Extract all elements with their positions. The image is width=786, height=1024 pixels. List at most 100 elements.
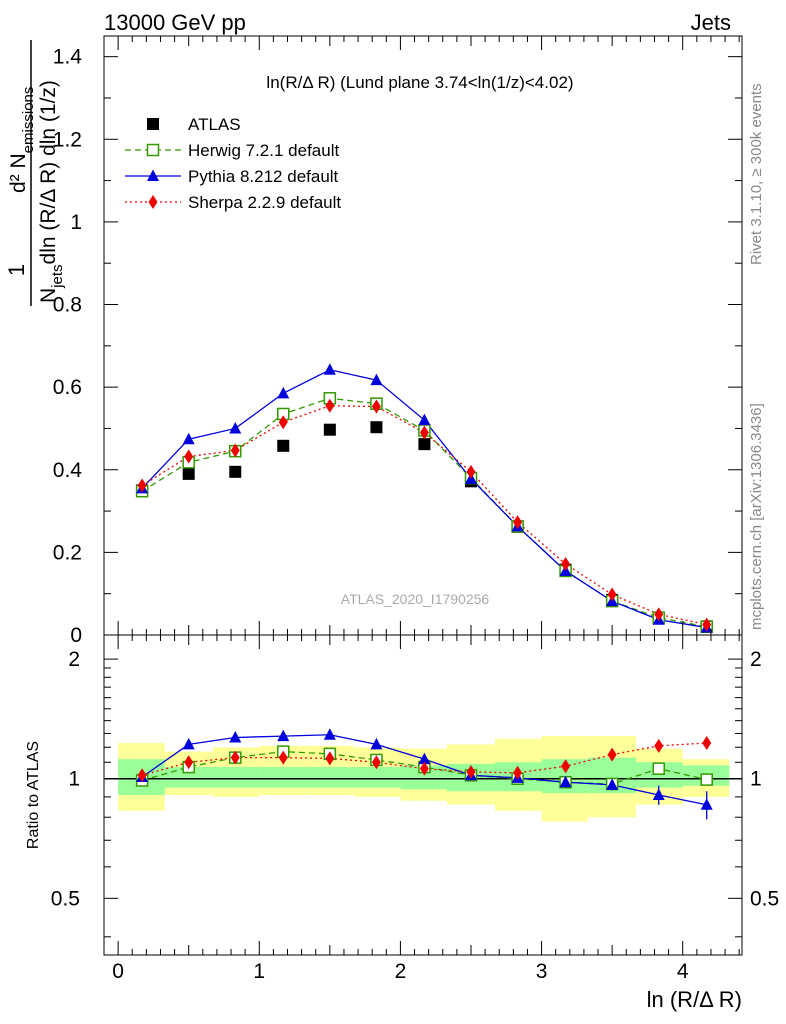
ratio-sherpa-point [513,765,523,780]
ratio-sherpa-point [654,738,664,753]
pythia-point [370,373,383,386]
main-panel: 0 0.2 0.4 0.6 0.8 1 1.2 1.4 ln(R/Δ R) (Lund pla… [4,35,743,647]
legend-marker-herwig [146,143,160,157]
band-stat-bin [353,767,401,788]
sherpa-point [654,607,664,622]
atlas-point [418,438,431,451]
rivet-version-label: Rivet 3.1.10, ≥ 300k events [748,83,765,265]
ratio-pythia-point [277,729,290,742]
band-stat-bin [259,767,306,788]
ratio-data-layer [135,728,713,820]
sherpa-point [137,478,147,493]
ratio-sherpa-point [325,751,335,766]
legend-label-sherpa: Sherpa 2.2.9 default [188,193,341,212]
ratio-pythia-point [606,778,619,790]
ratio-y-tick-label-right: 1 [750,768,762,791]
ratio-pythia-point [370,737,383,750]
ratio-y-tick-label: 2 [68,648,80,671]
ratio-sherpa-point [137,768,147,783]
ratio-sherpa-point [466,764,476,779]
ratio-frame [103,634,743,956]
header-beam-label: 13000 GeV pp [104,10,246,35]
sherpa-point [466,464,476,479]
main-y-tick-label: 0.4 [53,459,83,482]
ratio-pythia-point [559,775,572,788]
analysis-label: ATLAS_2020_I1790256 [341,591,490,607]
x-tick-label: 1 [253,960,265,983]
pythia-point [277,386,290,399]
band-stat-bin [164,767,213,788]
pythia-point [229,421,242,434]
atlas-point [277,439,290,452]
ratio-pythia-point [652,788,665,800]
ratio-axes: 0.5 0.5 1 1 2 2 [51,635,779,955]
sherpa-point [278,415,288,430]
pythia-point [323,363,336,375]
ratio-y-tick-label-right: 0.5 [750,887,779,910]
legend-marker-pythia [147,169,159,181]
atlas-point [323,423,336,436]
legend-label-atlas: ATLAS [188,115,241,134]
atlas-point [229,465,242,478]
sherpa-point [702,617,712,632]
main-axes: 0 0.2 0.4 0.6 0.8 1 1.2 1.4 [53,36,742,647]
legend-label-pythia: Pythia 8.212 default [188,167,339,186]
ratio-herwig-point [652,762,665,775]
main-y-axis-label: 1 d² Nemissions Njetsdln (R/Δ R) dln (1/… [4,40,66,306]
ratio-sherpa-point [607,747,617,762]
y-label-numerator: d² Nemissions [7,87,37,193]
ratio-sherpa-point [184,755,194,770]
legend-marker-sherpa [148,195,158,209]
ratio-pythia-point [418,752,431,765]
ratio-y-tick-label: 0.5 [51,887,80,910]
pythia-line [141,369,707,629]
ratio-pythia-point [700,798,713,810]
band-stat-bin [212,767,260,788]
ratio-y-tick-label-right: 2 [750,648,762,671]
ratio-panel: 0.5 0.5 1 1 2 2 Ratio to ATLAS [25,634,779,956]
x-tick-label: 3 [536,960,548,983]
pythia-point [182,432,195,445]
atlas-point [182,467,195,480]
pythia-point [418,413,431,426]
sherpa-point [607,587,617,602]
legend: ATLAS Herwig 7.2.1 default Pythia 8.212 de… [125,115,341,212]
ratio-sherpa-point [702,735,712,750]
x-tick-label: 4 [677,960,689,983]
header-process-label: Jets [691,10,731,35]
x-axis-label: ln (R/Δ R) [647,987,742,1012]
x-tick-label: 0 [112,960,124,983]
main-title: ln(R/Δ R) (Lund plane 3.74<ln(1/z)<4.02) [266,73,573,92]
ratio-pythia-point [182,737,195,750]
ratio-y-axis-label: Ratio to ATLAS [25,741,42,849]
band-stat-bin [305,767,354,788]
main-y-tick-label: 0.2 [53,541,82,564]
main-y-tick-label: 1.4 [53,46,83,69]
sherpa-point [513,515,523,530]
ratio-sherpa-point [278,750,288,765]
ratio-pythia-point [323,728,336,740]
sherpa-point [184,449,194,464]
mcplots-credit-label: mcplots.cern.ch [arXiv:1306.3436] [748,403,765,630]
y-label-one: 1 [4,264,29,276]
ratio-pythia-point [229,730,242,743]
sherpa-point [371,399,381,414]
legend-marker-atlas [147,118,159,130]
sherpa-point [561,556,571,571]
sherpa-point [325,398,335,413]
sherpa-point [419,425,429,440]
legend-label-herwig: Herwig 7.2.1 default [188,141,339,160]
ratio-herwig-point [700,773,713,786]
main-y-tick-label: 0 [70,624,82,647]
ratio-y-tick-label: 1 [68,768,80,791]
sherpa-point [230,443,240,458]
band-stat-bin [400,765,447,790]
x-tick-labels: 0 1 2 3 4 [112,960,689,983]
main-data-layer [135,363,713,633]
main-y-tick-label: 1 [70,211,82,234]
ratio-sherpa-point [561,759,571,774]
y-label-denominator: Njetsdln (R/Δ R) dln (1/z) [37,80,66,303]
atlas-point [370,421,383,434]
x-tick-label: 2 [395,960,407,983]
